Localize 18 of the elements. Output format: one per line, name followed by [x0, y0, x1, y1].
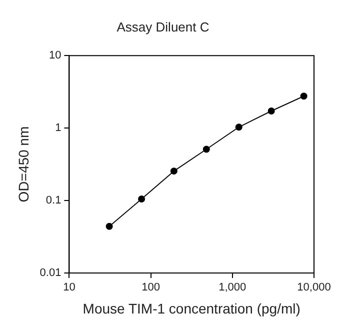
point — [138, 196, 146, 202]
x-axis-title: Mouse TIM-1 concentration (pg/ml) — [82, 300, 300, 316]
x-tick-label: 1,000 — [218, 282, 246, 294]
x-tick-label: 10,000 — [297, 282, 331, 294]
y-tick-label: 10 — [48, 50, 62, 62]
x-tick-label: 100 — [142, 282, 160, 294]
y-tick-label: 1 — [55, 122, 62, 134]
y-tick-label: 0.01 — [40, 267, 62, 280]
point — [268, 108, 275, 114]
y-tick-label: 0.1 — [46, 194, 62, 207]
x-tick-label: 10 — [63, 282, 76, 294]
point — [202, 146, 210, 153]
y-axis-title: OD=450 nm — [15, 126, 32, 202]
point — [235, 124, 242, 131]
point — [106, 222, 113, 230]
chart-title: Assay Diluent C — [116, 19, 210, 34]
point — [300, 92, 308, 100]
point — [170, 168, 178, 175]
